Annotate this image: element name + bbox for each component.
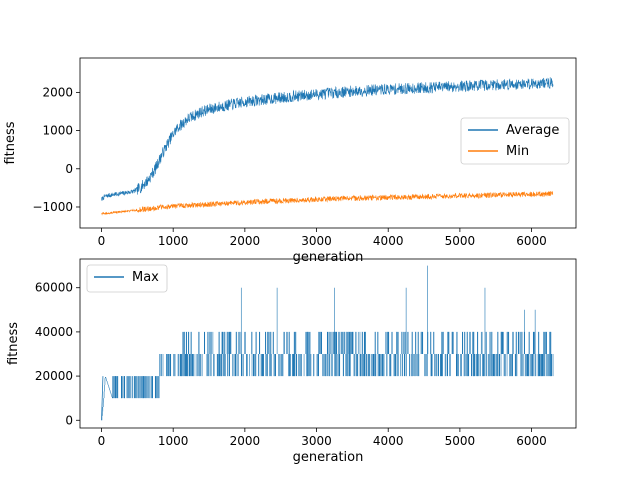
- y-tick-label: 0: [65, 162, 73, 176]
- y-tick-label: 20000: [35, 369, 73, 383]
- panel-bottom-max: 0 1000 2000 3000 4000 5000 6000020000400006000…: [6, 258, 577, 465]
- plot-area: [101, 265, 554, 421]
- y-tick-label: 40000: [35, 325, 73, 339]
- x-axis-label: generation: [293, 450, 364, 465]
- legend-label-min: Min: [506, 144, 529, 159]
- x-tick-label: 3000: [301, 234, 332, 248]
- x-tick-label: 4000: [373, 434, 404, 448]
- y-tick-label: 60000: [35, 281, 73, 295]
- plot-area: [101, 77, 554, 216]
- x-tick-label: 6000: [516, 234, 547, 248]
- axes-frame: [79, 258, 577, 429]
- y-tick-label: −1000: [32, 200, 73, 214]
- series-min-line: [101, 191, 554, 216]
- y-tick-label: 2000: [42, 85, 73, 99]
- panel-top-average-min: 0 1000 2000 3000 4000 5000 6000 −1000 0 1000 2000 g…: [3, 57, 577, 265]
- x-tick-label: 1000: [158, 434, 189, 448]
- y-axis-label: fitness: [6, 322, 21, 365]
- x-tick-label: 5000: [445, 434, 476, 448]
- x-axis-label: generation: [293, 250, 364, 265]
- legend-box: [86, 264, 168, 293]
- y-tick-label: 1000: [42, 124, 73, 138]
- legend-label-max: Max: [132, 270, 159, 285]
- y-axis-label: fitness: [3, 121, 18, 164]
- y-tick-label: 0: [65, 413, 73, 427]
- x-tick-label: 3000: [301, 434, 332, 448]
- x-tick-label: 4000: [373, 234, 404, 248]
- x-tick-label: 2000: [230, 434, 261, 448]
- x-tick-label: 1000: [158, 234, 189, 248]
- x-tick-label: 6000: [516, 434, 547, 448]
- x-tick-label: 0: [98, 234, 106, 248]
- legend-label-average: Average: [506, 123, 559, 138]
- series-max-line: [101, 331, 554, 421]
- x-tick-label: 2000: [230, 234, 261, 248]
- x-tick-label: 0: [98, 434, 106, 448]
- axes-frame: [79, 57, 577, 229]
- series-average-line: [101, 77, 554, 201]
- max-initial: [101, 376, 104, 421]
- x-tick-label: 5000: [445, 234, 476, 248]
